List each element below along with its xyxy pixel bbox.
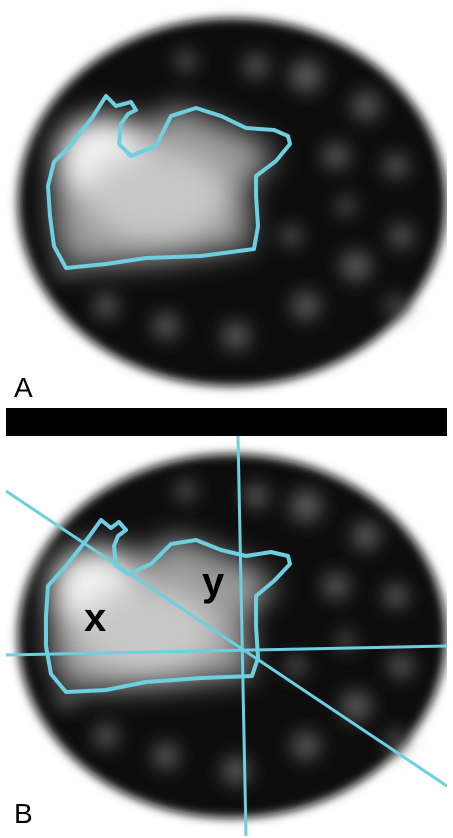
panel-b-image bbox=[6, 436, 447, 836]
region-y-label: y bbox=[202, 560, 225, 604]
region-x-label: x bbox=[84, 596, 107, 640]
contour-outline bbox=[44, 518, 292, 694]
diagonal-axis-line bbox=[6, 489, 447, 788]
panel-a-label: A bbox=[14, 372, 33, 403]
vertical-axis-line bbox=[236, 436, 248, 836]
panel-divider bbox=[6, 408, 447, 436]
horizontal-axis-line bbox=[6, 644, 447, 657]
texture-blobs bbox=[56, 51, 413, 350]
contour-outline bbox=[46, 94, 292, 270]
panel-b: x y B bbox=[6, 436, 447, 836]
bright-region bbox=[54, 106, 276, 268]
texture-blobs bbox=[56, 481, 413, 785]
panel-b-label: B bbox=[14, 798, 33, 829]
panel-a-image bbox=[18, 18, 446, 386]
panel-a: A bbox=[6, 6, 447, 408]
